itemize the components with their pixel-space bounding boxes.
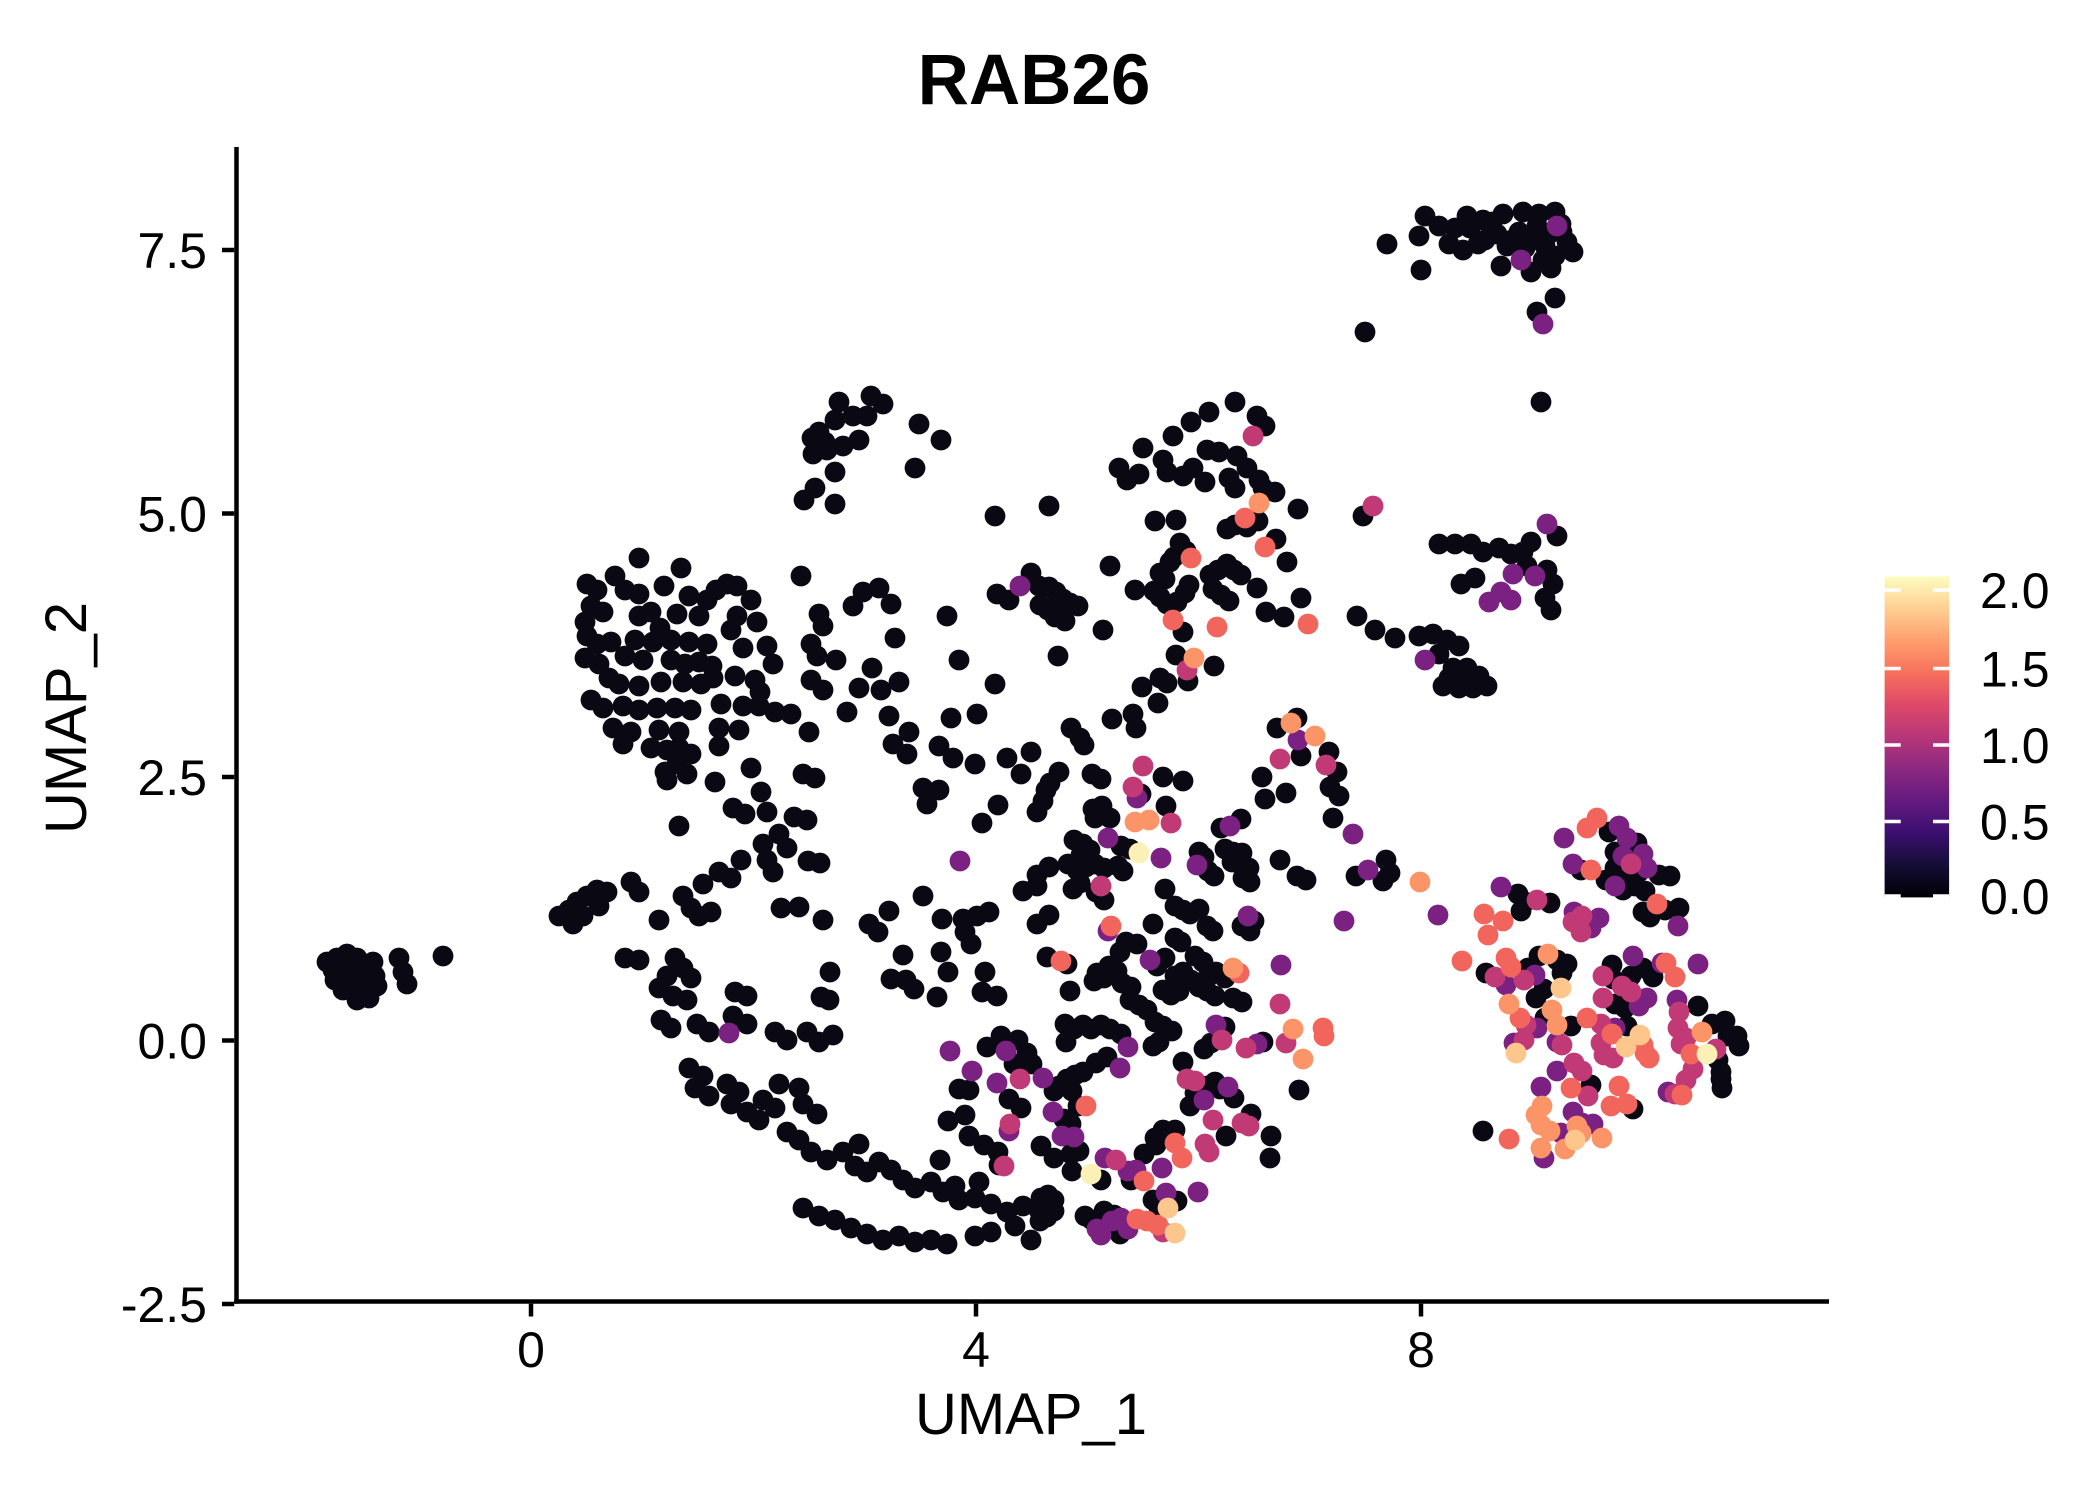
svg-text:5.0: 5.0 — [137, 487, 207, 543]
svg-text:UMAP_1: UMAP_1 — [915, 1382, 1147, 1447]
svg-text:0.0: 0.0 — [137, 1014, 207, 1070]
svg-text:1.0: 1.0 — [1980, 718, 2050, 774]
svg-text:4: 4 — [962, 1322, 990, 1378]
svg-text:2.5: 2.5 — [137, 750, 207, 806]
svg-text:7.5: 7.5 — [137, 223, 207, 279]
svg-text:-2.5: -2.5 — [121, 1277, 207, 1333]
svg-text:UMAP_2: UMAP_2 — [34, 602, 99, 834]
svg-text:2.0: 2.0 — [1980, 563, 2050, 619]
svg-text:RAB26: RAB26 — [918, 41, 1151, 120]
svg-text:0: 0 — [517, 1322, 545, 1378]
svg-text:8: 8 — [1407, 1322, 1435, 1378]
svg-text:0.0: 0.0 — [1980, 869, 2050, 925]
svg-text:0.5: 0.5 — [1980, 795, 2050, 851]
svg-text:1.5: 1.5 — [1980, 642, 2050, 698]
